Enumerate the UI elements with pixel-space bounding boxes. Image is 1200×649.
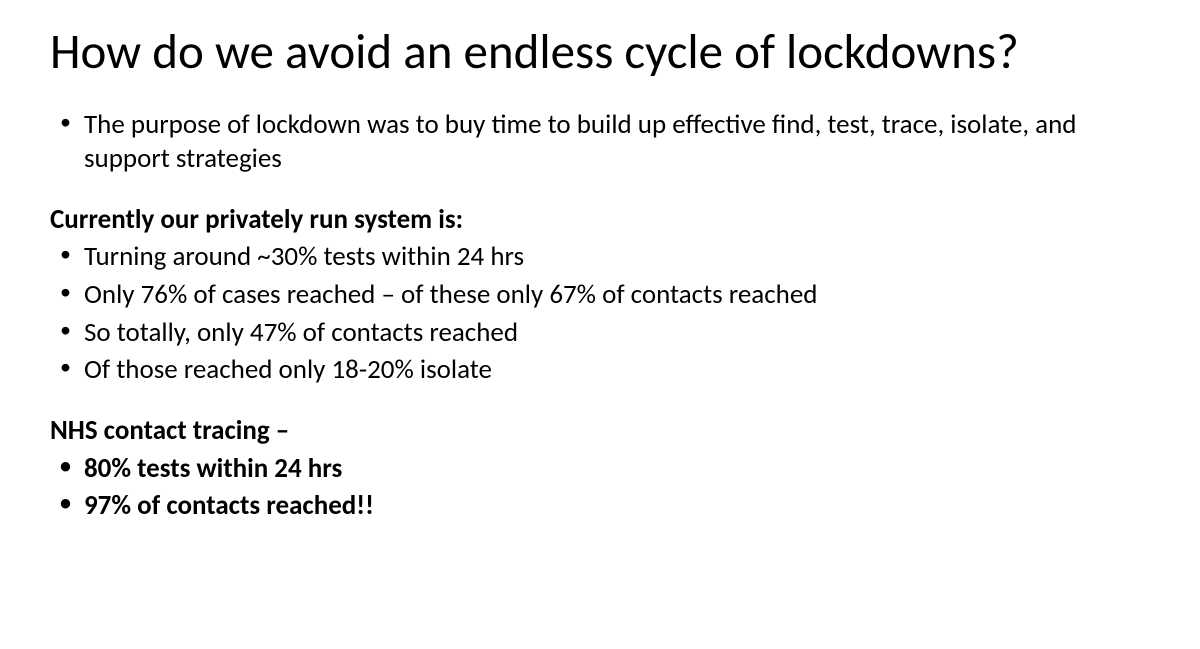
intro-block: The purpose of lockdown was to buy time …: [50, 108, 1150, 176]
section-private-system: Currently our privately run system is: T…: [50, 204, 1150, 387]
list-item: So totally, only 47% of contacts reached: [50, 316, 1150, 350]
list-item: 80% tests within 24 hrs: [50, 452, 1150, 486]
list-item: 97% of contacts reached!!: [50, 489, 1150, 523]
list-item: Turning around ~30% tests within 24 hrs: [50, 240, 1150, 274]
intro-list: The purpose of lockdown was to buy time …: [50, 108, 1150, 176]
section2-list: 80% tests within 24 hrs 97% of contacts …: [50, 452, 1150, 524]
section-nhs-tracing: NHS contact tracing – 80% tests within 2…: [50, 415, 1150, 523]
section1-heading: Currently our privately run system is:: [50, 204, 1150, 236]
section1-list: Turning around ~30% tests within 24 hrs …: [50, 240, 1150, 387]
intro-bullet: The purpose of lockdown was to buy time …: [50, 108, 1150, 176]
list-item: Of those reached only 18-20% isolate: [50, 353, 1150, 387]
section2-heading: NHS contact tracing –: [50, 415, 1150, 447]
slide-title: How do we avoid an endless cycle of lock…: [50, 24, 1150, 80]
list-item: Only 76% of cases reached – of these onl…: [50, 278, 1150, 312]
